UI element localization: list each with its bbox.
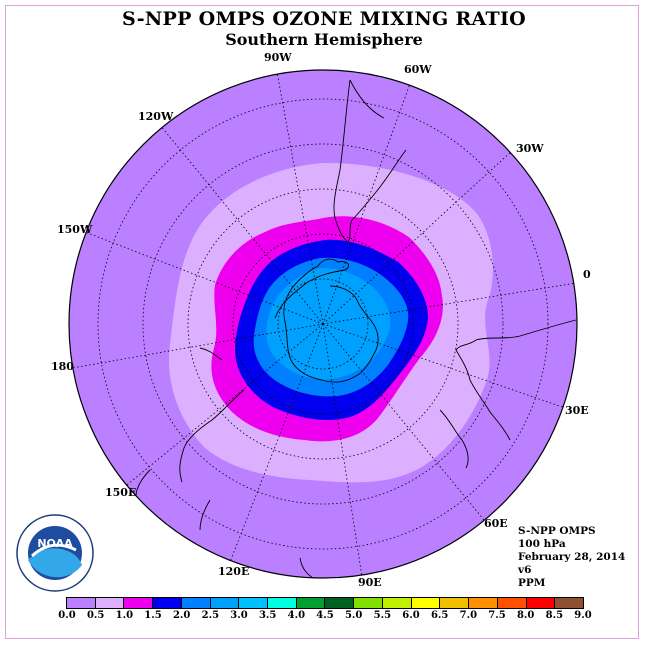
- colorbar-ticks: 0.0 0.5 1.0 1.5 2.0 2.5 3.0 3.5 4.0 4.5 5.0 5.5 6.0 6…: [0, 610, 648, 624]
- noaa-logo: NOAA: [16, 514, 94, 592]
- colorbar-swatch: [497, 598, 527, 608]
- colorbar: [66, 597, 584, 609]
- colorbar-tick-label: 1.0: [115, 610, 134, 621]
- colorbar-swatch: [153, 598, 182, 608]
- coastlines: [135, 79, 577, 578]
- colorbar-swatch: [67, 598, 96, 608]
- info-level: 100 hPa: [518, 538, 566, 550]
- colorbar-tick-label: 3.0: [230, 610, 248, 621]
- colorbar-tick-label: 2.5: [201, 610, 220, 621]
- colorbar-tick-label: 2.0: [172, 610, 191, 621]
- colorbar-swatch: [325, 598, 355, 608]
- map-subtitle: Southern Hemisphere: [225, 30, 423, 49]
- colorbar-swatch: [95, 598, 125, 608]
- colorbar-tick-label: 6.0: [402, 610, 420, 621]
- colorbar-swatch: [382, 598, 412, 608]
- colorbar-tick-label: 4.5: [316, 610, 334, 621]
- info-block: S-NPP OMPS 100 hPa February 28, 2014 v6 …: [518, 525, 625, 590]
- colorbar-tick-label: 4.0: [287, 610, 306, 621]
- lon-label-30e: 30E: [565, 404, 589, 417]
- info-instrument: S-NPP OMPS: [518, 525, 596, 537]
- colorbar-swatch: [296, 598, 326, 608]
- colorbar-swatch: [440, 598, 470, 608]
- colorbar-swatch: [181, 598, 211, 608]
- colorbar-tick-label: 9.0: [574, 610, 592, 621]
- lon-label-150w: 150W: [57, 223, 93, 236]
- colorbar-tick-label: 0.0: [58, 610, 76, 621]
- figure-frame: [5, 5, 639, 639]
- colorbar-tick-label: 8.5: [545, 610, 564, 621]
- colorbar-swatch: [268, 598, 297, 608]
- colorbar-tick-label: 5.0: [344, 610, 363, 621]
- colorbar-tick-label: 7.5: [488, 610, 506, 621]
- colorbar-tick-label: 5.5: [373, 610, 392, 621]
- lon-label-0: 0: [583, 268, 591, 281]
- lon-label-150e: 150E: [105, 486, 137, 499]
- info-version: v6: [518, 564, 532, 576]
- lon-label-180: 180: [51, 360, 74, 373]
- colorbar-swatch: [239, 598, 269, 608]
- colorbar-swatch: [411, 598, 441, 608]
- colorbar-swatch: [124, 598, 154, 608]
- colorbar-swatch: [526, 598, 556, 608]
- colorbar-tick-label: 0.5: [86, 610, 105, 621]
- colorbar-tick-label: 1.5: [144, 610, 162, 621]
- lon-label-60e: 60E: [484, 517, 508, 530]
- ozone-contour-2.5: [266, 268, 391, 380]
- colorbar-tick-label: 7.0: [459, 610, 478, 621]
- lon-label-120w: 120W: [138, 110, 174, 123]
- colorbar-swatch: [210, 598, 240, 608]
- graticule-circles: [97, 98, 549, 550]
- colorbar-tick-label: 6.5: [430, 610, 449, 621]
- lon-label-90w: 90W: [264, 51, 292, 64]
- lon-label-60w: 60W: [404, 63, 432, 76]
- colorbar-tick-label: 8.0: [516, 610, 535, 621]
- noaa-logo-text: NOAA: [37, 537, 73, 550]
- lon-label-120e: 120E: [218, 565, 250, 578]
- map-boundary: [68, 69, 578, 579]
- graticule-meridians: [71, 71, 577, 578]
- colorbar-swatch: [555, 598, 583, 608]
- lon-label-90e: 90E: [358, 576, 382, 589]
- colorbar-swatch: [354, 598, 383, 608]
- lon-label-30w: 30W: [516, 142, 544, 155]
- info-units: PPM: [518, 577, 546, 589]
- info-date: February 28, 2014: [518, 551, 626, 563]
- map-title: S-NPP OMPS OZONE MIXING RATIO: [121, 8, 527, 30]
- colorbar-tick-label: 3.5: [258, 610, 277, 621]
- colorbar-swatch: [469, 598, 498, 608]
